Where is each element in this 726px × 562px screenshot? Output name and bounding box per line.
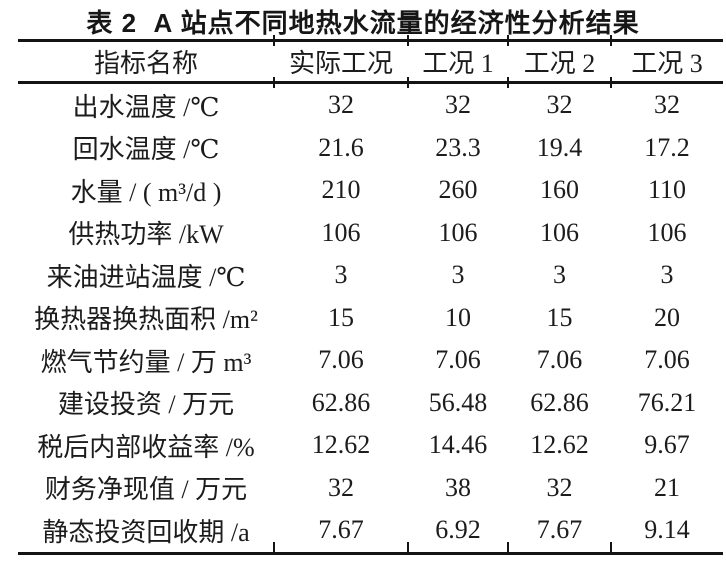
- cell-value: 7.06: [536, 345, 583, 375]
- table-row: 建设投资 / 万元 62.86 56.48 62.86 76.21: [18, 382, 723, 425]
- row-label: 燃气节约量 / 万 m³: [40, 347, 252, 377]
- cell-value: 7.67: [536, 515, 583, 545]
- cell-value: 32: [546, 90, 573, 120]
- column-header-indicator: 指标名称: [93, 49, 198, 78]
- table-row: 回水温度 /℃ 21.6 23.3 19.4 17.2: [18, 127, 723, 170]
- table-row: 供热功率 /kW 106 106 106 106: [18, 212, 723, 255]
- column-rule-tick: [610, 77, 612, 88]
- cell-value: 6.92: [435, 515, 481, 545]
- row-label: 建设投资 / 万元: [57, 390, 235, 420]
- table-row: 来油进站温度 /℃ 3 3 3 3: [18, 254, 723, 297]
- cell-value: 106: [438, 217, 478, 247]
- column-rule-tick: [407, 77, 409, 88]
- cell-value: 56.48: [428, 387, 488, 417]
- cell-value: 210: [321, 175, 361, 205]
- column-rule-tick: [273, 35, 275, 46]
- row-label: 水量 / ( m³/d ): [70, 177, 222, 207]
- cell-value: 3: [334, 260, 348, 290]
- column-rule-tick: [407, 35, 409, 46]
- table-header-row: 指标名称 实际工况 工况 1 工况 2 工况 3: [18, 42, 723, 84]
- cell-value: 21.6: [318, 132, 364, 162]
- cell-value: 32: [445, 90, 471, 120]
- cell-value: 7.06: [644, 345, 690, 375]
- row-label: 供热功率 /kW: [68, 220, 224, 250]
- cell-value: 9.14: [644, 515, 690, 545]
- cell-value: 3: [553, 260, 566, 290]
- column-header-condition-2: 工况 2: [523, 49, 596, 78]
- cell-value: 38: [445, 472, 471, 502]
- cell-value: 32: [546, 472, 573, 502]
- cell-value: 14.46: [428, 430, 488, 460]
- cell-value: 160: [540, 175, 579, 205]
- cell-value: 3: [660, 260, 674, 290]
- table-row: 燃气节约量 / 万 m³ 7.06 7.06 7.06 7.06: [18, 339, 723, 382]
- column-header-condition-1: 工况 1: [422, 49, 494, 78]
- cell-value: 32: [328, 472, 354, 502]
- column-rule-tick: [273, 77, 275, 88]
- cell-value: 7.67: [318, 515, 364, 545]
- cell-value: 106: [540, 217, 579, 247]
- cell-value: 62.86: [530, 387, 589, 417]
- cell-value: 21: [654, 472, 680, 502]
- cell-value: 23.3: [435, 132, 481, 162]
- cell-value: 106: [647, 217, 687, 247]
- row-label: 换热器换热面积 /m²: [34, 305, 258, 335]
- row-label: 来油进站温度 /℃: [46, 262, 246, 292]
- cell-value: 7.06: [435, 345, 481, 375]
- cell-value: 7.06: [318, 345, 364, 375]
- cell-value: 9.67: [644, 430, 690, 460]
- cell-value: 15: [328, 302, 354, 332]
- column-rule-tick: [273, 542, 275, 553]
- cell-value: 12.62: [311, 430, 371, 460]
- row-label: 财务净现值 / 万元: [44, 475, 248, 505]
- cell-value: 17.2: [644, 132, 690, 162]
- table-row: 出水温度 /℃ 32 32 32 32: [18, 84, 723, 127]
- column-rule-tick: [507, 35, 509, 46]
- cell-value: 10: [445, 302, 471, 332]
- cell-value: 32: [328, 90, 354, 120]
- column-header-condition-3: 工况 3: [631, 49, 703, 78]
- table-row: 财务净现值 / 万元 32 38 32 21: [18, 467, 723, 510]
- cell-value: 15: [546, 302, 573, 332]
- cell-value: 3: [451, 260, 465, 290]
- table-row: 换热器换热面积 /m² 15 10 15 20: [18, 297, 723, 340]
- column-rule-tick: [407, 542, 409, 553]
- row-label: 税后内部收益率 /%: [37, 432, 255, 462]
- row-label: 出水温度 /℃: [72, 92, 220, 122]
- table-caption: 表 2 A 站点不同地热水流量的经济性分析结果: [86, 8, 640, 38]
- cell-value: 12.62: [530, 430, 589, 460]
- cell-value: 76.21: [637, 387, 697, 417]
- cell-value: 62.86: [311, 387, 371, 417]
- column-rule-tick: [610, 35, 612, 46]
- cell-value: 20: [654, 302, 680, 332]
- column-header-actual-condition: 实际工况: [288, 49, 393, 78]
- table-row: 静态投资回收期 /a 7.67 6.92 7.67 9.14: [18, 509, 723, 552]
- cell-value: 19.4: [536, 132, 583, 162]
- cell-value: 32: [654, 90, 680, 120]
- row-label: 回水温度 /℃: [72, 135, 220, 165]
- cell-value: 110: [647, 175, 687, 205]
- table-row: 税后内部收益率 /% 12.62 14.46 12.62 9.67: [18, 424, 723, 467]
- column-rule-tick: [507, 542, 509, 553]
- row-label: 静态投资回收期 /a: [42, 517, 250, 547]
- column-rule-tick: [610, 542, 612, 553]
- cell-value: 106: [321, 217, 361, 247]
- cell-value: 260: [438, 175, 478, 205]
- economic-analysis-table: 指标名称 实际工况 工况 1 工况 2 工况 3 出水温度 /℃ 32 32 3…: [18, 35, 723, 555]
- table-row: 水量 / ( m³/d ) 210 260 160 110: [18, 169, 723, 212]
- column-rule-tick: [507, 77, 509, 88]
